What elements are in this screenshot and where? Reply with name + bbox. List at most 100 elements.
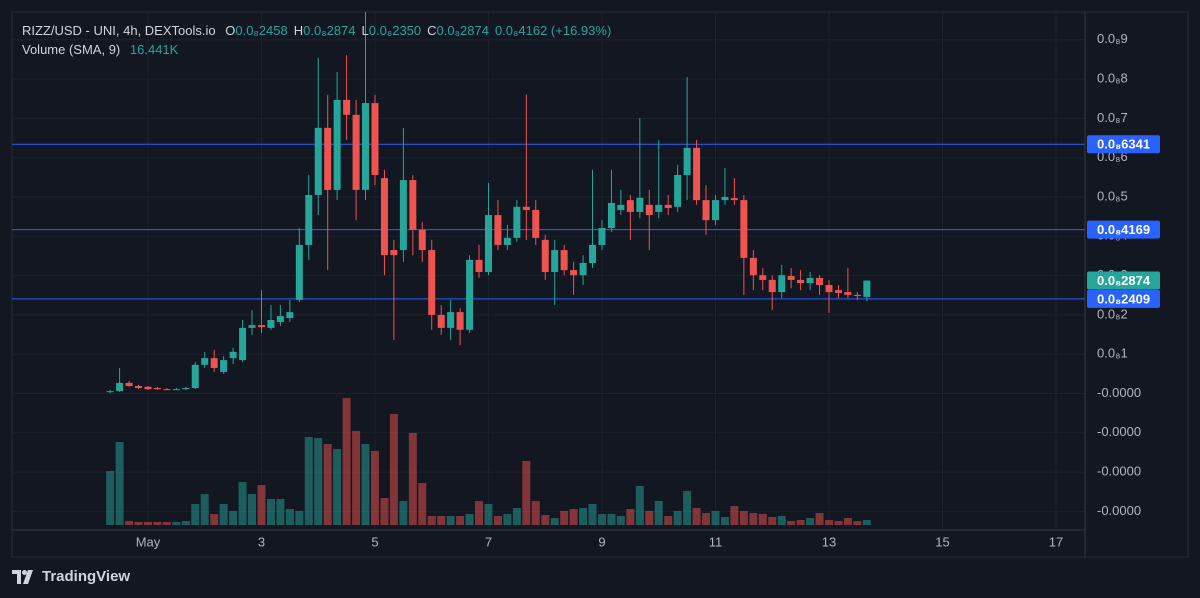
y-tick-label: 0.0₈5 [1097,188,1128,203]
volume-bar [323,444,332,525]
volume-bar [796,520,805,525]
candle-body [834,290,842,293]
price-line-label: 0.0₈4169 [1097,222,1150,237]
candle-body [324,127,332,190]
volume-bar [200,494,209,525]
price-line-box [1087,289,1160,308]
candle-body [730,198,738,201]
volume-bar [550,518,559,525]
volume-bar [304,437,313,525]
candle-body [645,204,653,216]
volume-bar [248,494,257,525]
candle-body [503,237,511,245]
candle-body [683,147,691,175]
y-tick-label: 0.0₈9 [1097,31,1128,46]
volume-bar [862,520,871,525]
volume-bar [711,511,720,525]
volume-bar [824,520,833,525]
candle-body [768,279,776,293]
candle-body [362,103,370,190]
volume-bar [815,513,824,525]
price-line-box [1087,135,1160,154]
x-tick-label: 3 [258,534,265,549]
y-tick-label: 0.0₈7 [1097,110,1128,125]
volume-bar [115,442,124,525]
candle-body [210,358,218,368]
candle-body [447,312,455,328]
candle-body [314,127,322,196]
volume-bar [162,522,171,525]
candle-body [248,325,256,328]
x-tick-label: 17 [1049,534,1063,549]
volume-bar [465,514,474,525]
y-tick-label: -0.0000 [1097,503,1141,518]
volume-bar [569,509,578,525]
x-tick-label: 9 [598,534,605,549]
candle-body [655,204,663,212]
volume-bar [664,516,673,525]
volume-bar [739,511,748,525]
candle-body [607,202,615,229]
volume-bar [219,504,228,525]
candle-body [116,382,124,392]
volume-bar [493,516,502,525]
volume-bar [607,514,616,525]
volume-bar [626,509,635,525]
candle-body [797,279,805,284]
volume-bar [531,501,540,525]
volume-bar [370,451,379,525]
candle-body [551,250,559,273]
candle-body [163,389,171,391]
candle-body [674,174,682,207]
x-tick-label: 7 [485,534,492,549]
candle-body [721,196,729,201]
volume-bar [314,438,323,525]
volume-bar [768,517,777,525]
candle-body [220,360,228,372]
volume-bar [295,511,304,525]
candle-body [153,387,161,390]
candle-body [513,206,521,238]
candle-body [437,314,445,328]
brand[interactable]: TradingView [12,568,130,585]
volume-bar [134,522,143,525]
x-tick-label: May [136,534,161,549]
price-line-box [1087,220,1160,239]
volume-bar [512,508,521,525]
ohlc-value: 0.0₈2874 [436,23,489,38]
candle-body [522,206,530,210]
volume-bar [654,501,663,525]
change-value: 0.0₈4162 (+16.93%) [494,23,612,38]
ohlc-key: O [225,23,236,38]
candle-body [399,180,407,251]
ohlc-key: C [427,23,437,38]
candle-body [125,382,133,387]
candle-body [134,386,142,388]
candle-body [863,280,871,297]
volume-bar [266,499,275,525]
volume-bar [172,522,181,525]
candle-body [295,244,303,300]
candle-body [191,364,199,388]
volume-bar [352,431,361,525]
volume-bar [181,521,190,525]
candle-body [711,200,719,221]
candle-body [106,391,114,393]
price-line-label: 0.0₈2409 [1097,291,1150,306]
volume-bar [702,513,711,525]
grid [12,12,1085,530]
candle-body [579,263,587,276]
volume-bar [446,516,455,525]
candle-body [636,197,644,212]
candle-body [380,178,388,256]
volume-bar [285,509,294,525]
volume-bar [342,398,351,525]
volume-bar [191,504,200,525]
volume-bar [106,471,115,525]
candle-body [541,239,549,273]
ohlc-row: RIZZ/USD - UNI, 4h, DEXTools.io O0.0₈245… [22,21,611,40]
ohlc-value: 0.0₈2874 [303,23,356,38]
volume-bar [484,504,493,525]
